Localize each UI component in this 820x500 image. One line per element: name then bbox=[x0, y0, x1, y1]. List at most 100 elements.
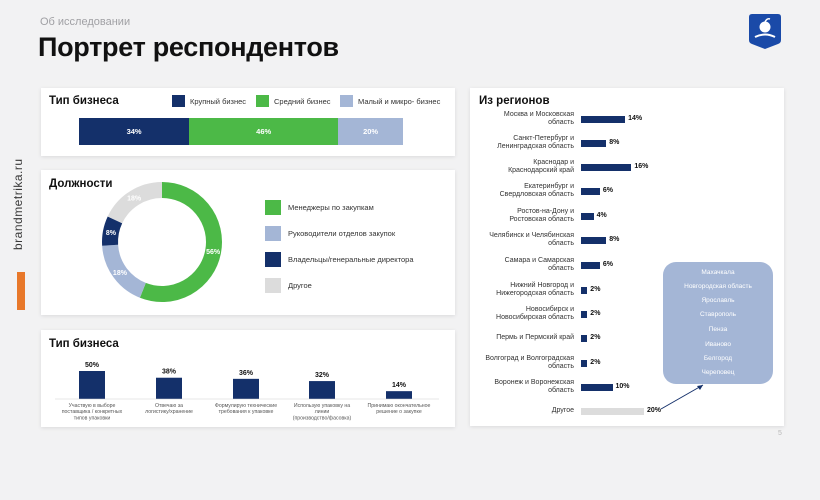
region-value-label: 6% bbox=[602, 261, 614, 268]
donut-slice bbox=[102, 216, 123, 246]
column-bar bbox=[79, 371, 105, 399]
column-value-label: 32% bbox=[315, 372, 330, 379]
role-title: Тип бизнеса bbox=[49, 338, 119, 350]
column-category-label: Формулирую технические требования к упако… bbox=[215, 403, 277, 415]
legend-label: Руководители отделов закупок bbox=[288, 229, 396, 238]
column-category-label: Принимаю окончательное решение о закупке bbox=[368, 403, 431, 415]
city-item: Ставрополь bbox=[699, 311, 737, 318]
region-value-label: 2% bbox=[590, 334, 601, 341]
region-bar bbox=[581, 286, 588, 294]
region-value-label: 2% bbox=[590, 286, 601, 293]
column-category-label: Участвую в выборе поставщика / конкретных… bbox=[62, 403, 123, 421]
donut-slice-label: 18% bbox=[127, 196, 142, 203]
column-value-label: 14% bbox=[392, 382, 407, 389]
region-bar bbox=[581, 163, 632, 171]
column-bar bbox=[386, 391, 412, 399]
region-bar bbox=[581, 334, 588, 342]
city-item: Белгород bbox=[703, 355, 733, 362]
brand-logo-icon bbox=[749, 14, 781, 49]
donut-slice-label: 8% bbox=[106, 230, 117, 237]
legend-swatch bbox=[340, 95, 353, 107]
legend-label: Крупный бизнес bbox=[190, 96, 247, 106]
business-type-title: Тип бизнеса bbox=[49, 95, 119, 107]
donut-slice-label: 56% bbox=[206, 249, 221, 256]
city-item: Новгородская область bbox=[684, 283, 752, 290]
region-label: Нижний Новгород и Нижегородская область bbox=[496, 281, 574, 298]
positions-donut-chart: 56% 18% 8% 18% bbox=[102, 182, 222, 302]
region-label: Волгоград и Волгоградская область bbox=[485, 354, 574, 371]
donut-slice-label: 18% bbox=[113, 270, 128, 277]
region-value-label: 8% bbox=[609, 139, 620, 146]
legend-swatch bbox=[172, 95, 185, 107]
city-item: Махачкала bbox=[701, 269, 735, 276]
legend-swatch bbox=[265, 226, 281, 241]
column-bar bbox=[309, 381, 335, 399]
column-value-label: 50% bbox=[85, 362, 100, 369]
city-item: Ярославль bbox=[701, 297, 735, 304]
column-value-label: 38% bbox=[162, 369, 177, 376]
region-label: Краснодар и Краснодарский край bbox=[508, 158, 574, 175]
pointer-arrow-icon bbox=[660, 384, 704, 410]
region-bar bbox=[581, 383, 613, 391]
legend-label: Средний бизнес bbox=[274, 96, 331, 106]
region-bar bbox=[581, 139, 607, 147]
side-website-text: brandmetrika.ru bbox=[11, 158, 25, 250]
legend-item-small: Малый и микро- бизнес bbox=[340, 95, 440, 107]
region-label: Ростов-на-Дону и Ростовская область bbox=[509, 207, 574, 224]
donut-slice bbox=[107, 182, 163, 224]
region-label: Новосибирск и Новосибирская область bbox=[496, 305, 574, 322]
legend-label: Владельцы/генеральные директора bbox=[288, 255, 414, 264]
region-value-label: 16% bbox=[634, 163, 649, 170]
column-value-label: 36% bbox=[239, 370, 254, 377]
stacked-segment: 20% bbox=[338, 118, 403, 145]
region-bar bbox=[581, 236, 607, 244]
region-value-label: 20% bbox=[647, 407, 662, 414]
region-label: Самара и Самарская область bbox=[504, 256, 574, 273]
region-value-label: 8% bbox=[609, 236, 620, 243]
donut-legend-heads: Руководители отделов закупок bbox=[265, 226, 395, 241]
region-value-label: 2% bbox=[590, 359, 601, 366]
region-label: Челябинск и Челябинская область bbox=[489, 231, 574, 248]
region-label: Другое bbox=[551, 406, 574, 414]
donut-legend-other: Другое bbox=[265, 278, 312, 293]
region-label: Пермь и Пермский край bbox=[496, 333, 574, 341]
region-bar bbox=[581, 261, 600, 269]
donut-legend-owners: Владельцы/генеральные директора bbox=[265, 252, 414, 267]
region-bar bbox=[581, 115, 626, 123]
region-bar bbox=[581, 310, 588, 318]
stacked-segment: 46% bbox=[189, 118, 339, 145]
region-label: Екатеринбург и Свердловская область bbox=[499, 182, 574, 199]
role-panel bbox=[41, 330, 455, 427]
region-value-label: 4% bbox=[596, 212, 607, 219]
legend-label: Другое bbox=[288, 281, 312, 290]
column-category-label: Использую упаковку на линии (производство/… bbox=[293, 403, 352, 421]
donut-slice bbox=[102, 244, 147, 298]
legend-item-large: Крупный бизнес bbox=[172, 95, 246, 107]
legend-label: Менеджеры по закупкам bbox=[288, 203, 374, 212]
region-bar bbox=[581, 407, 644, 415]
region-bar bbox=[581, 212, 594, 220]
legend-swatch bbox=[265, 252, 281, 267]
city-item: Иваново bbox=[705, 341, 731, 348]
column-bar bbox=[233, 378, 259, 399]
column-bar bbox=[156, 377, 182, 399]
side-accent-bar bbox=[17, 272, 25, 310]
other-cities-box: Махачкала Новгородская область Ярославль… bbox=[663, 262, 773, 384]
region-bar bbox=[581, 359, 588, 367]
legend-label: Малый и микро- бизнес bbox=[358, 96, 441, 106]
stacked-segment: 34% bbox=[79, 118, 190, 145]
region-bar bbox=[581, 187, 600, 195]
donut-slice bbox=[139, 182, 222, 302]
region-label: Москва и Московская область bbox=[503, 110, 574, 127]
positions-title: Должности bbox=[49, 178, 113, 190]
region-value-label: 6% bbox=[602, 187, 614, 194]
page-number: 5 bbox=[778, 430, 782, 437]
donut-legend-managers: Менеджеры по закупкам bbox=[265, 200, 374, 215]
legend-swatch bbox=[256, 95, 269, 107]
region-value-label: 10% bbox=[615, 383, 630, 390]
section-label: Об исследовании bbox=[40, 16, 131, 28]
region-value-label: 14% bbox=[628, 115, 643, 122]
role-bar-chart: 50% 38% 36% 32% 14% Участвую в выборе поставщи… bbox=[55, 362, 439, 421]
city-item: Пенза bbox=[708, 326, 728, 333]
legend-swatch bbox=[265, 278, 281, 293]
